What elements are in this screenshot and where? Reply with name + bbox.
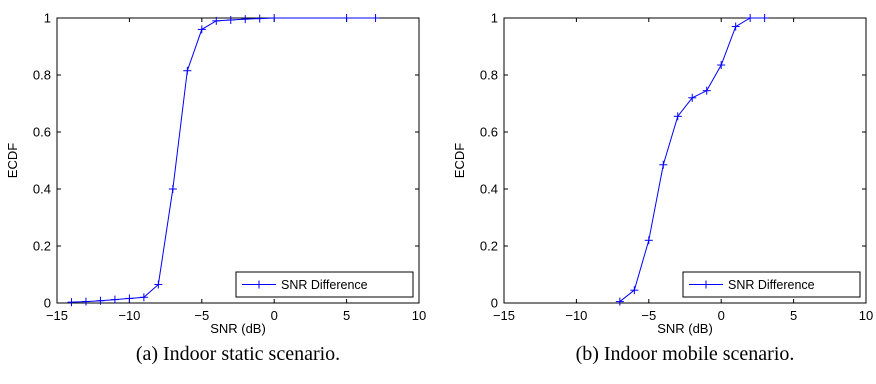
data-point <box>673 112 682 121</box>
legend: SNR Difference <box>682 271 861 298</box>
plot-frame <box>56 17 420 304</box>
y-tick-label: 0.6 <box>480 125 498 140</box>
x-tick-label: 5 <box>790 308 797 323</box>
figure-caption: (b) Indoor mobile scenario. <box>576 343 795 365</box>
x-tick-label: −5 <box>194 308 209 323</box>
x-axis-label: SNR (dB) <box>210 321 266 336</box>
data-point <box>183 66 192 75</box>
data-point <box>255 14 264 23</box>
figure-caption: (a) Indoor static scenario. <box>136 343 340 365</box>
series-line <box>71 17 376 303</box>
data-point <box>270 14 279 22</box>
data-point <box>630 286 639 295</box>
data-point <box>342 14 351 22</box>
plot-frame <box>503 17 867 304</box>
y-tick-label: 0.8 <box>480 68 498 83</box>
data-point <box>125 294 134 303</box>
data-point <box>96 296 105 305</box>
y-axis-label: ECDF <box>5 143 20 178</box>
chart-panel-a: −15 −10 −5 0 5 10 0 0.2 0.4 0.6 0.8 1 SNR (dB) ECDF SN… <box>5 11 426 366</box>
data-point <box>139 293 148 302</box>
data-point <box>702 86 711 95</box>
series-0 <box>615 14 769 306</box>
data-point <box>688 93 697 102</box>
y-tick-label: 0 <box>491 296 498 311</box>
x-tick-label: 0 <box>718 308 725 323</box>
legend: SNR Difference <box>235 271 414 298</box>
data-point <box>717 61 726 70</box>
x-tick-label: −10 <box>565 308 587 323</box>
y-tick-label: 1 <box>44 11 51 26</box>
x-tick-label: 10 <box>412 308 426 323</box>
series-line <box>619 17 765 302</box>
series-0 <box>67 14 380 307</box>
y-tick-label: 0.8 <box>33 68 51 83</box>
data-point <box>659 160 668 169</box>
data-point <box>154 280 163 289</box>
y-tick-label: 0 <box>44 296 51 311</box>
data-point <box>81 297 90 306</box>
data-point <box>168 185 177 193</box>
data-point <box>644 236 653 245</box>
x-tick-label: −10 <box>118 308 140 323</box>
data-point <box>226 15 235 24</box>
x-tick-label: 0 <box>271 308 278 323</box>
data-point <box>67 298 76 307</box>
data-point <box>212 16 221 25</box>
y-tick-label: 0.2 <box>33 239 51 254</box>
data-point <box>197 25 206 34</box>
x-tick-label: −15 <box>493 308 515 323</box>
legend-label: SNR Difference <box>281 278 368 292</box>
data-point <box>615 297 624 306</box>
x-tick-label: 5 <box>343 308 350 323</box>
data-point <box>241 15 250 24</box>
data-point <box>746 14 755 22</box>
y-tick-label: 0.4 <box>480 182 498 197</box>
chart-panel-b: −15 −10 −5 0 5 10 0 0.2 0.4 0.6 0.8 1 SNR (dB) ECDF SN… <box>452 11 873 366</box>
data-point <box>760 14 769 22</box>
x-tick-label: −15 <box>46 308 68 323</box>
data-point <box>110 295 119 304</box>
y-tick-label: 0.4 <box>33 182 51 197</box>
x-axis-label: SNR (dB) <box>657 321 713 336</box>
y-axis-label: ECDF <box>452 143 467 178</box>
data-point <box>731 22 740 31</box>
y-tick-label: 0.6 <box>33 125 51 140</box>
data-point <box>371 14 380 22</box>
y-tick-label: 0.2 <box>480 239 498 254</box>
x-tick-label: −5 <box>641 308 656 323</box>
x-tick-label: 10 <box>859 308 873 323</box>
legend-label: SNR Difference <box>728 278 815 292</box>
y-tick-label: 1 <box>491 11 498 26</box>
